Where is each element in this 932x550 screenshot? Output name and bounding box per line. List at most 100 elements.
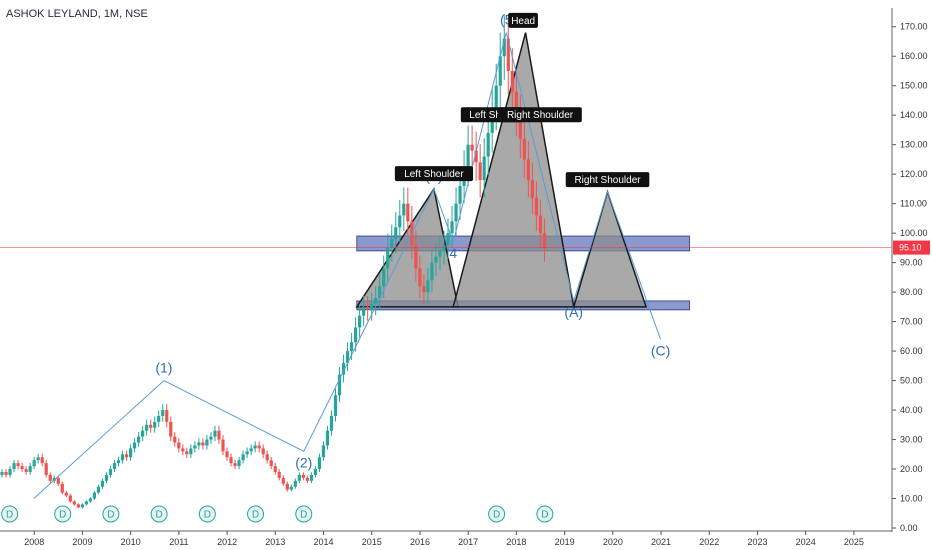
candle-body <box>12 463 16 470</box>
candle-body <box>217 430 221 440</box>
candle-body <box>104 474 109 481</box>
y-tick-label: 130.00 <box>900 140 928 150</box>
pattern-label-box <box>565 172 650 188</box>
y-tick-label: 60.00 <box>900 346 923 356</box>
candle-body <box>48 474 52 481</box>
candle-body <box>161 410 165 416</box>
candle-body <box>382 268 386 287</box>
candle-body <box>133 442 137 449</box>
candle-body <box>374 298 378 304</box>
x-tick-label: 2019 <box>555 537 575 547</box>
candle-body <box>341 362 346 375</box>
candle-body <box>438 250 442 257</box>
candlestick-series <box>0 14 547 509</box>
candle-body <box>418 268 422 287</box>
candle-body <box>181 448 185 452</box>
candle-body <box>506 38 510 71</box>
candle-body <box>430 262 434 281</box>
y-tick-label: 0.00 <box>900 523 918 533</box>
candle-body <box>390 239 394 248</box>
candle-body <box>386 247 390 269</box>
y-tick-label: 100.00 <box>900 228 928 238</box>
x-tick-label: 2015 <box>362 537 382 547</box>
candle-body <box>305 477 309 481</box>
candle-body <box>128 448 133 458</box>
x-tick-label: 2018 <box>506 537 526 547</box>
candle-body <box>321 445 326 458</box>
candle-body <box>297 474 301 481</box>
candle-body <box>285 483 289 490</box>
price-axis: 0.00 10.00 20.00 30.00 40.00 50.00 60.00 70.00 8… <box>0 8 930 533</box>
candle-body <box>269 460 273 467</box>
chart-title: ASHOK LEYLAND, 1M, NSE <box>6 8 148 20</box>
candle-body <box>221 439 225 452</box>
x-tick-label: 2012 <box>217 537 237 547</box>
candle-body <box>225 451 229 458</box>
candle-body <box>233 463 237 467</box>
candle-body <box>40 457 44 464</box>
candle-body <box>458 185 462 204</box>
candle-body <box>478 162 482 181</box>
candle-body <box>345 351 350 363</box>
candle-body <box>68 495 72 502</box>
candle-body <box>108 469 113 475</box>
candle-body <box>185 451 189 455</box>
x-tick-label: 2010 <box>121 537 141 547</box>
candle-body <box>60 483 64 493</box>
candle-body <box>486 132 490 157</box>
pattern-triangle <box>572 189 648 308</box>
candle-body <box>253 445 257 449</box>
y-tick-label: 120.00 <box>900 169 928 179</box>
pattern-label: Head <box>511 16 535 27</box>
candle-body <box>265 454 269 461</box>
x-tick-label: 2022 <box>699 537 719 547</box>
wave-label: (A) <box>564 304 583 320</box>
y-tick-label: 10.00 <box>900 494 923 504</box>
candle-body <box>317 457 322 470</box>
candle-body <box>434 256 438 263</box>
dividend-marker-icon <box>488 505 506 523</box>
x-tick-label: 2025 <box>844 537 864 547</box>
candle-body <box>329 415 334 431</box>
candle-body <box>366 306 370 310</box>
dividend-marker-icon <box>54 505 72 523</box>
candle-body <box>36 457 40 461</box>
candle-body <box>213 430 217 437</box>
dividend-marker-icon <box>150 505 168 523</box>
time-axis: 2008 2009 2010 2011 2012 2013 2014 2015 2016 2017… <box>0 530 892 547</box>
candle-body <box>56 477 60 484</box>
candle-body <box>96 486 101 493</box>
candle-body <box>333 395 338 416</box>
candle-body <box>24 469 28 472</box>
candle-body <box>249 448 253 452</box>
y-tick-label: 70.00 <box>900 317 923 327</box>
candle-body <box>149 424 153 428</box>
dividend-marker-icon <box>102 505 120 523</box>
candle-body <box>261 448 265 455</box>
candle-body <box>157 415 161 422</box>
candle-body <box>325 430 330 446</box>
pattern-label: Right Shoulder <box>574 175 641 186</box>
pattern-label: Left Shoulder <box>404 169 464 180</box>
candle-body <box>209 436 213 440</box>
candle-body <box>498 56 502 86</box>
x-tick-label: 2014 <box>314 537 334 547</box>
x-tick-label: 2024 <box>796 537 816 547</box>
candle-body <box>197 442 201 446</box>
candle-body <box>84 501 88 505</box>
candle-body <box>406 203 410 222</box>
x-tick-label: 2011 <box>169 537 188 547</box>
candle-body <box>116 460 121 464</box>
last-price-badge <box>893 240 930 255</box>
y-tick-label: 20.00 <box>900 464 923 474</box>
candle-body <box>169 421 173 437</box>
candle-body <box>530 180 534 198</box>
candle-body <box>64 492 68 496</box>
elliott-wave-path: (1)(2)(3)4(5(A)(B)(C) <box>33 12 670 499</box>
x-tick-label: 2020 <box>603 537 623 547</box>
dividend-marker-label: D <box>6 510 13 521</box>
candle-body <box>124 454 129 458</box>
y-tick-label: 150.00 <box>900 81 928 91</box>
